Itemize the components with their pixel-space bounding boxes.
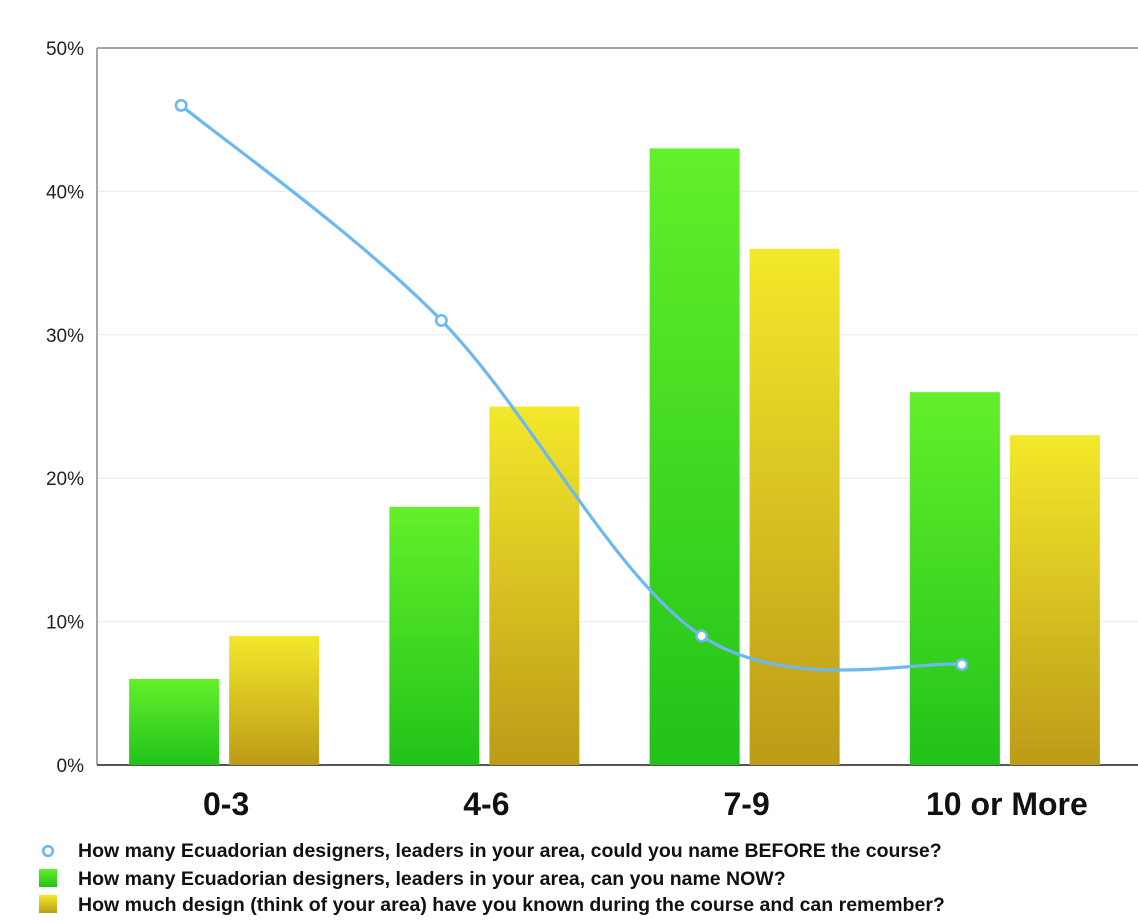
bar-remember-3: [1009, 435, 1100, 765]
bars: [129, 148, 1100, 765]
axis-labels: 0% 10% 20% 30% 40% 50% 0-3 4-6 7-9 10 or More: [46, 39, 1088, 822]
bar-remember-1: [489, 406, 580, 765]
bar-now-1: [389, 506, 480, 765]
line-point-2: [695, 629, 709, 643]
line-point-1: [434, 313, 448, 327]
x-tick-label: 4-6: [463, 786, 509, 822]
line-before-course: [179, 103, 964, 672]
legend-swatch-bar: [39, 895, 57, 913]
bar-now-3: [909, 392, 1000, 765]
line-point-3: [955, 658, 969, 672]
bar-remember-0: [229, 635, 320, 765]
x-tick-label: 0-3: [203, 786, 249, 822]
y-tick-label: 20%: [46, 469, 84, 490]
bar-now-2: [649, 148, 740, 765]
legend-swatch-line: [41, 844, 55, 858]
legend-label: How much design (think of your area) hav…: [78, 894, 945, 916]
legend-swatch-bar: [39, 869, 57, 887]
y-tick-label: 50%: [46, 39, 84, 60]
bar-remember-2: [749, 248, 840, 765]
line-point-0: [174, 98, 188, 112]
legend-label: How many Ecuadorian designers, leaders i…: [78, 868, 786, 890]
x-tick-label: 7-9: [724, 786, 770, 822]
bar-now-0: [129, 678, 220, 765]
legend-label: How many Ecuadorian designers, leaders i…: [78, 840, 942, 862]
y-tick-label: 10%: [46, 613, 84, 634]
y-tick-label: 0%: [57, 756, 85, 777]
x-tick-label: 10 or More: [926, 786, 1088, 822]
legend: How many Ecuadorian designers, leaders i…: [39, 840, 945, 916]
y-tick-label: 40%: [46, 182, 84, 203]
line-series: [174, 98, 969, 672]
y-tick-label: 30%: [46, 326, 84, 347]
